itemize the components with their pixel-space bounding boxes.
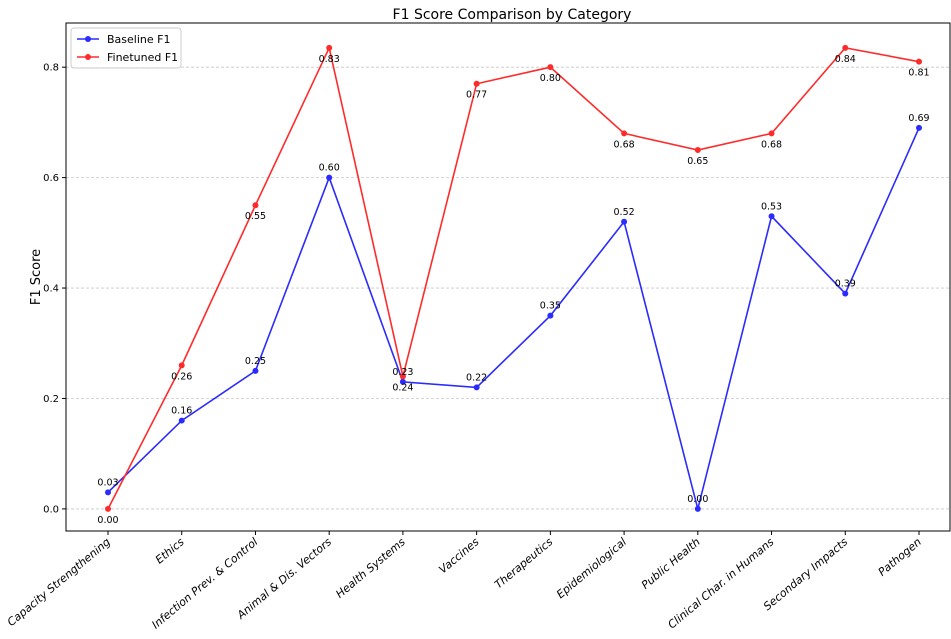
legend-box: [70, 27, 182, 69]
data-point: [916, 124, 922, 131]
gridlines: [66, 66, 950, 510]
data-point: [916, 58, 922, 65]
chart-title: F1 Score Comparison by Category: [393, 7, 632, 23]
data-point: [252, 202, 259, 209]
data-point: [842, 290, 849, 297]
x-tick-label: Epidemiological: [554, 535, 629, 601]
data-label: 0.53: [761, 201, 782, 212]
data-point: [252, 367, 259, 374]
data-label: 0.00: [687, 494, 708, 505]
data-label: 0.16: [171, 406, 192, 417]
series-line-0: [107, 127, 920, 510]
data-point: [768, 213, 775, 220]
data-point: [399, 373, 406, 380]
data-label: 0.35: [540, 301, 561, 312]
data-label: 0.39: [835, 279, 856, 290]
data-label: 0.84: [835, 54, 856, 65]
data-labels: 0.03 0.16 0.25 0.60 0.23 0.22 0.35 0.52 0.00 0.53…: [97, 54, 929, 526]
x-tick-label: Ethics: [153, 535, 187, 566]
data-label: 0.52: [614, 207, 635, 218]
series-line-1: [107, 45, 920, 510]
x-tick-label: Vaccines: [436, 535, 481, 576]
data-point: [399, 378, 406, 385]
x-tick-label: Public Health: [639, 535, 703, 591]
y-axis-title: F1 Score: [29, 249, 44, 305]
legend-marker-baseline: [85, 36, 91, 42]
x-tick-label: Health Systems: [333, 535, 408, 601]
legend-label-baseline: Baseline F1: [107, 33, 170, 46]
data-label: 0.26: [171, 371, 192, 382]
data-point: [473, 80, 480, 87]
data-point: [473, 384, 480, 391]
series-group: [105, 44, 922, 512]
y-tick-label: 0.4: [43, 284, 59, 295]
data-label: 0.00: [97, 515, 118, 526]
data-point: [178, 417, 185, 424]
data-label: 0.69: [908, 113, 929, 124]
data-label: 0.77: [466, 90, 487, 101]
data-point: [547, 64, 554, 71]
data-point: [547, 312, 554, 319]
data-label: 0.03: [97, 477, 118, 488]
data-label: 0.68: [761, 139, 782, 150]
y-tick-label: 0.6: [43, 173, 59, 184]
data-label: 0.22: [466, 372, 487, 383]
data-point: [768, 130, 775, 137]
data-point: [621, 218, 628, 225]
y-axis: 0.0 0.2 0.4 0.6 0.8: [43, 63, 66, 515]
data-point: [842, 44, 849, 51]
data-label: 0.81: [908, 68, 929, 79]
data-point: [694, 147, 701, 153]
legend: Baseline F1 Finetuned F1: [70, 27, 182, 69]
data-point: [105, 505, 111, 512]
plot-frame: [65, 22, 951, 532]
data-point: [694, 505, 701, 512]
data-point: [326, 174, 333, 181]
data-label: 0.23: [392, 367, 413, 378]
x-tick-label: Therapeutics: [492, 535, 555, 591]
data-point: [178, 362, 185, 369]
y-tick-label: 0.2: [43, 394, 59, 405]
data-label: 0.25: [245, 356, 266, 367]
x-tick-label: Capacity Strengthening: [5, 535, 113, 629]
data-point: [326, 44, 333, 51]
data-label: 0.80: [540, 73, 561, 84]
y-tick-label: 0.0: [43, 504, 59, 515]
data-label: 0.60: [319, 163, 340, 174]
y-tick-label: 0.8: [43, 63, 59, 74]
data-label: 0.83: [319, 54, 340, 65]
legend-label-finetuned: Finetuned F1: [107, 51, 178, 64]
legend-marker-finetuned: [85, 54, 91, 60]
data-label: 0.68: [614, 139, 635, 150]
data-label: 0.55: [245, 211, 266, 222]
data-point: [105, 489, 111, 496]
data-point: [621, 130, 628, 137]
data-label: 0.24: [392, 382, 413, 393]
data-label: 0.65: [687, 156, 708, 167]
x-tick-label: Pathogen: [876, 535, 924, 578]
